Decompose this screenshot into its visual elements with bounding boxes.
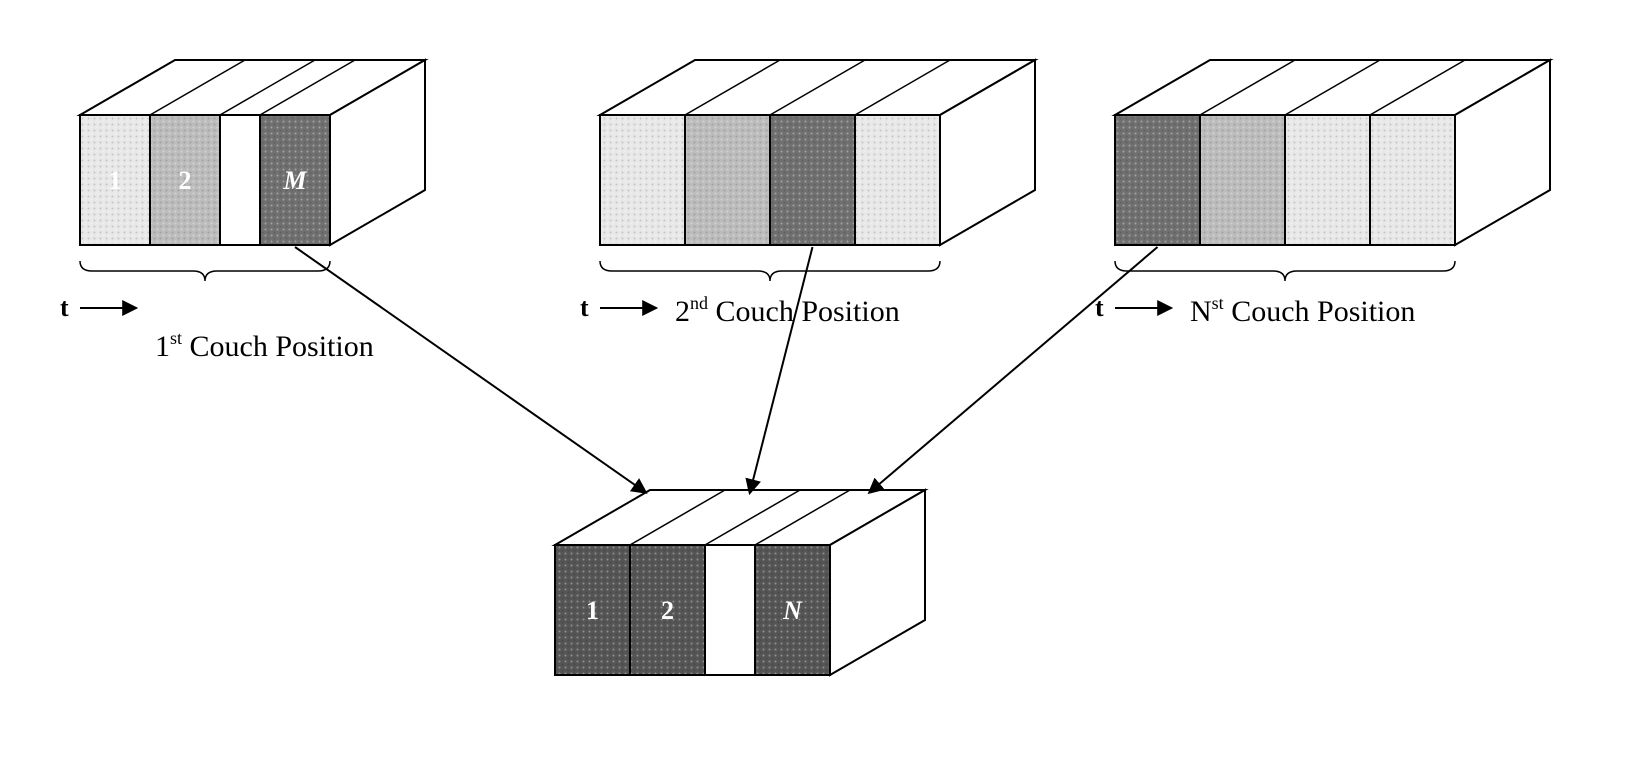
flow-arrow [750, 247, 813, 492]
prism-slice [1200, 115, 1285, 245]
position-label: 2nd Couch Position [675, 293, 900, 328]
slice-label: N [782, 596, 803, 625]
prism-slice [1285, 115, 1370, 245]
top-prism-0: 1 2 M [80, 60, 425, 245]
bottom-prism: 1 2 N [555, 490, 925, 675]
top-prism-2 [1115, 60, 1550, 245]
t-label: t [60, 293, 69, 322]
prism-slice [1370, 115, 1455, 245]
slice-label: M [282, 166, 307, 195]
slice-label: 2 [661, 596, 674, 625]
prism-slice [685, 115, 770, 245]
top-prism-1 [600, 60, 1035, 245]
prism-slice [855, 115, 940, 245]
prism-slice [1115, 115, 1200, 245]
t-label: t [580, 293, 589, 322]
position-label: Nst Couch Position [1190, 293, 1415, 328]
flow-arrow [870, 247, 1158, 492]
flow-arrow [295, 247, 645, 492]
prism-slice [600, 115, 685, 245]
prism-slice [770, 115, 855, 245]
slice-label: 1 [586, 596, 599, 625]
brace [600, 261, 940, 281]
position-label: 1st Couch Position [155, 328, 374, 363]
slice-label: 1 [109, 166, 122, 195]
brace [1115, 261, 1455, 281]
prism-slice [220, 115, 260, 245]
diagram-canvas: 1 2 Mt 1st Couch Position t 2nd Couch Positio… [0, 0, 1640, 760]
brace [80, 261, 330, 281]
slice-label: 2 [179, 166, 192, 195]
prism-slice [705, 545, 755, 675]
